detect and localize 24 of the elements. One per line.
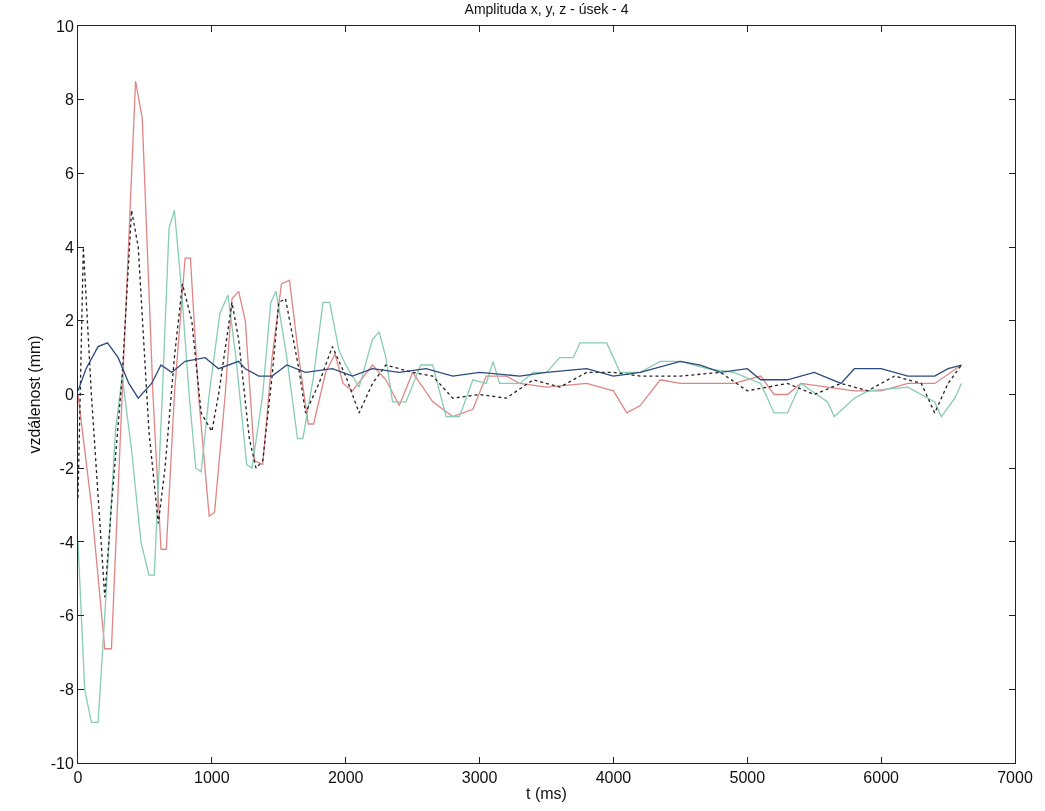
line-series (78, 342, 963, 399)
y-tick-label: 0 (64, 386, 74, 404)
y-tick-label: 10 (56, 17, 74, 35)
line-series (78, 209, 963, 724)
y-tick-label: 8 (64, 91, 74, 109)
y-tick-label: 6 (64, 165, 74, 182)
x-tick-label: 3000 (461, 769, 498, 787)
x-tick-label: 2000 (327, 769, 364, 787)
y-tick-label: -6 (59, 607, 74, 625)
y-tick-label: -2 (59, 459, 74, 477)
chart-title: Amplituda x, y, z - úsek - 4 (464, 0, 629, 17)
y-tick-label: 4 (64, 238, 74, 256)
x-axis-title: t (ms) (526, 784, 567, 802)
y-axis-title: vzdálenost (mm) (25, 335, 43, 454)
y-tick-label: -4 (59, 533, 74, 551)
y-tick-label: -8 (59, 680, 74, 698)
x-tick-label: 4000 (595, 769, 632, 787)
x-tick-label: 1000 (194, 769, 230, 787)
x-tick-label: 6000 (863, 769, 900, 787)
x-tick-label: 5000 (729, 769, 766, 787)
x-tick-label: 7000 (997, 769, 1033, 787)
line-series (78, 80, 963, 650)
y-tick-label: 2 (64, 312, 74, 330)
y-tick-label: -10 (50, 754, 74, 772)
